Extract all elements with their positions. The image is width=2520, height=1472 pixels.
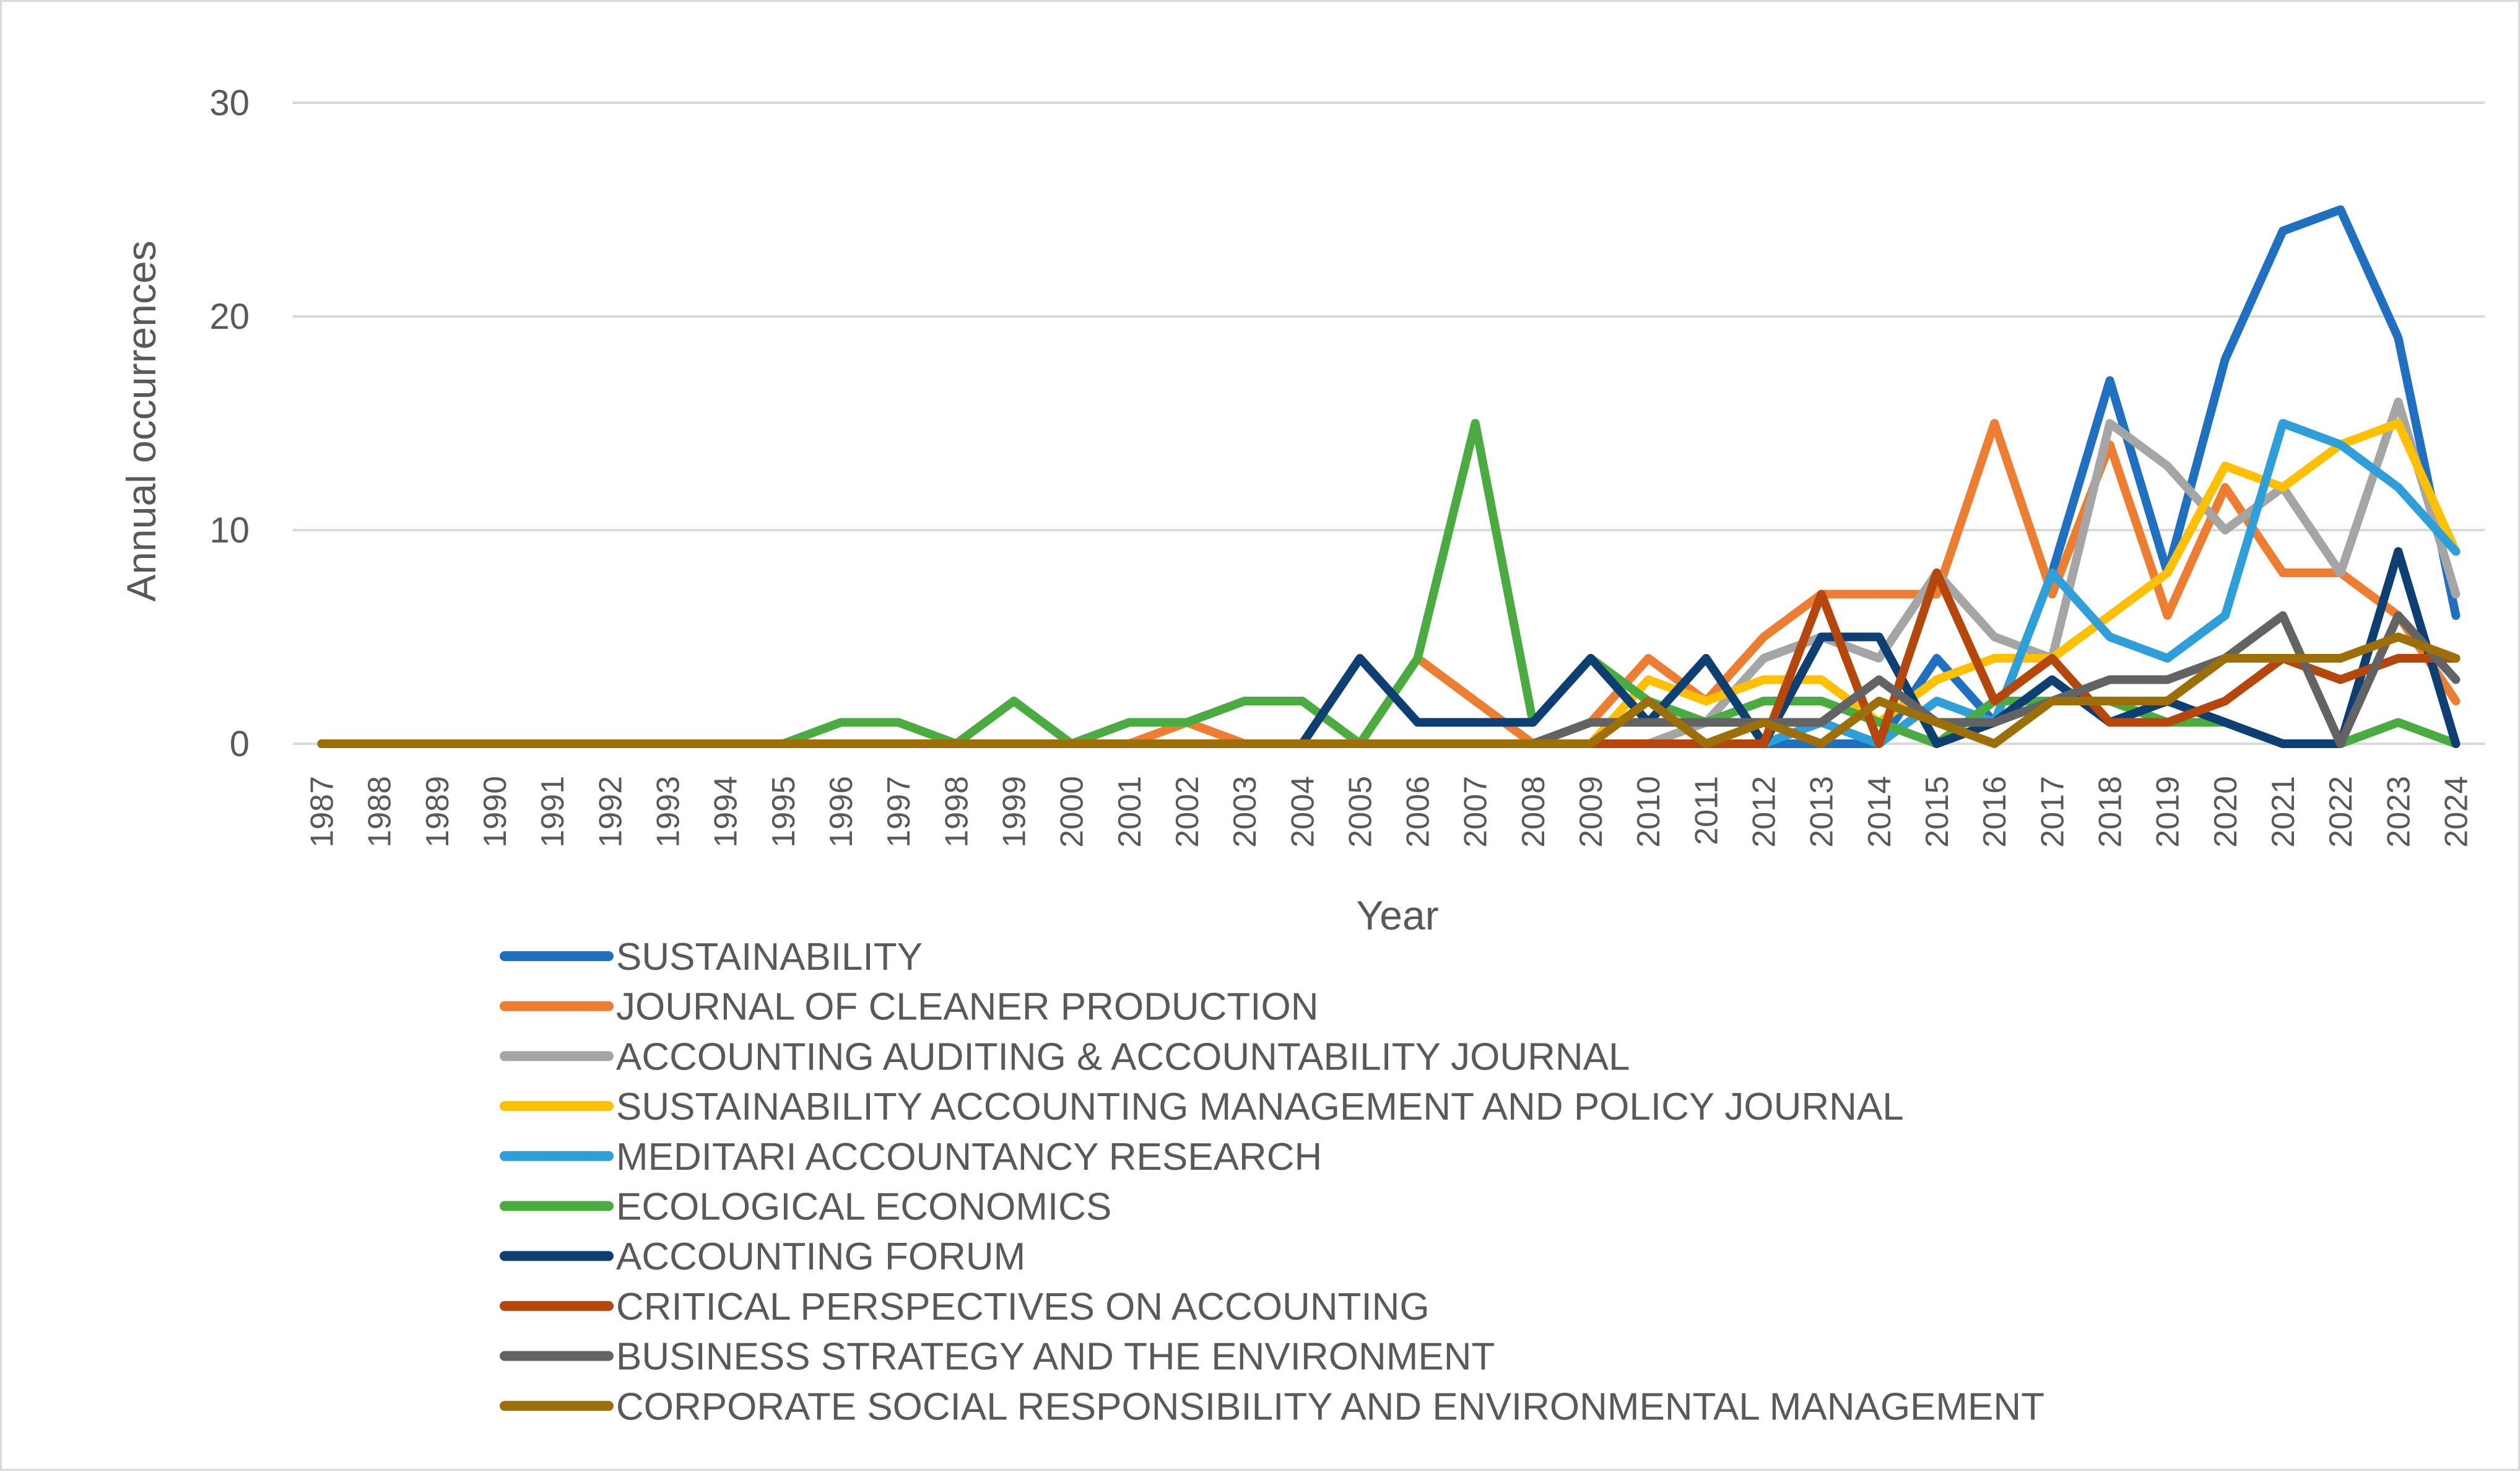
y-tick-label: 30: [209, 83, 250, 123]
x-tick-label: 2011: [1688, 776, 1724, 845]
x-tick-label: 2021: [2266, 776, 2301, 848]
x-tick-label: 2010: [1631, 776, 1667, 848]
x-tick-label: 2017: [2035, 776, 2070, 848]
x-tick-label: 1997: [881, 776, 917, 848]
y-tick-label: 20: [209, 297, 250, 337]
x-tick-label: 1989: [420, 776, 456, 848]
legend-item: SUSTAINABILITY: [500, 936, 923, 978]
x-tick-label: 2022: [2323, 776, 2359, 848]
x-tick-label: 2005: [1342, 776, 1378, 848]
x-tick-label: 2001: [1112, 776, 1148, 848]
y-axis-title: Annual occurrences: [118, 240, 164, 601]
x-tick-label: 2013: [1804, 776, 1840, 848]
x-axis-ticks: 1987 1988 1989 1990 1991 1992 1993 1994 1995 1996…: [305, 776, 2475, 848]
x-tick-label: 1988: [362, 776, 398, 848]
y-tick-label: 0: [230, 724, 250, 764]
legend-label: CRITICAL PERSPECTIVES ON ACCOUNTING: [616, 1286, 1430, 1328]
x-tick-label: 1998: [939, 776, 975, 848]
x-tick-label: 1992: [593, 776, 628, 848]
legend-item: ACCOUNTING FORUM: [500, 1235, 1025, 1278]
x-tick-label: 1999: [996, 776, 1032, 848]
legend-item: JOURNAL OF CLEANER PRODUCTION: [500, 986, 1319, 1029]
x-tick-label: 1993: [651, 776, 687, 848]
x-tick-label: 1990: [477, 776, 513, 848]
legend-item: SUSTAINABILITY ACCOUNTING MANAGEMENT AND…: [500, 1086, 1904, 1128]
legend-item: MEDITARI ACCOUNTANCY RESEARCH: [500, 1136, 1322, 1178]
x-tick-label: 2000: [1054, 776, 1090, 848]
x-tick-label: 1995: [766, 776, 802, 848]
legend-label: SUSTAINABILITY ACCOUNTING MANAGEMENT AND…: [616, 1086, 1904, 1128]
x-tick-label: 2023: [2381, 776, 2417, 848]
legend-label: CORPORATE SOCIAL RESPONSIBILITY AND ENVI…: [616, 1385, 2044, 1428]
y-axis-ticks: 0 10 20 30: [209, 83, 250, 764]
x-tick-label: 2006: [1401, 776, 1436, 848]
legend-label: ECOLOGICAL ECONOMICS: [616, 1186, 1111, 1229]
series-line-10: [317, 632, 2461, 748]
x-tick-label: 2012: [1747, 776, 1783, 848]
legend-label: ACCOUNTING AUDITING & ACCOUNTABILITY JOU…: [616, 1035, 1630, 1078]
legend-label: SUSTAINABILITY: [616, 936, 923, 978]
legend-item: CRITICAL PERSPECTIVES ON ACCOUNTING: [500, 1286, 1430, 1328]
x-tick-label: 2007: [1458, 776, 1494, 848]
legend: SUSTAINABILITY JOURNAL OF CLEANER PRODUCT…: [500, 936, 2044, 1428]
x-tick-label: 1994: [708, 776, 744, 848]
x-tick-label: 2019: [2150, 776, 2186, 848]
x-tick-label: 2008: [1516, 776, 1552, 848]
x-tick-label: 1991: [535, 776, 571, 848]
x-tick-label: 1987: [305, 776, 341, 848]
legend-label: BUSINESS STRATEGY AND THE ENVIRONMENT: [616, 1336, 1495, 1378]
legend-item: ECOLOGICAL ECONOMICS: [500, 1186, 1111, 1229]
legend-item: BUSINESS STRATEGY AND THE ENVIRONMENT: [500, 1336, 1495, 1378]
x-tick-label: 2020: [2208, 776, 2244, 848]
x-tick-label: 1996: [823, 776, 859, 848]
legend-label: ACCOUNTING FORUM: [616, 1235, 1025, 1278]
legend-label: JOURNAL OF CLEANER PRODUCTION: [616, 986, 1319, 1029]
x-axis-title: Year: [1356, 892, 1438, 938]
x-tick-label: 2004: [1285, 776, 1321, 848]
series-lines: [317, 205, 2461, 748]
x-tick-label: 2018: [2092, 776, 2128, 848]
x-tick-label: 2003: [1227, 776, 1263, 848]
legend-item: CORPORATE SOCIAL RESPONSIBILITY AND ENVI…: [500, 1385, 2044, 1428]
x-tick-label: 2002: [1170, 776, 1206, 848]
x-tick-label: 2014: [1862, 776, 1898, 848]
x-tick-label: 2016: [1977, 776, 2013, 848]
x-tick-label: 2024: [2438, 776, 2474, 848]
x-tick-label: 2009: [1573, 776, 1609, 848]
x-tick-label: 2015: [1919, 776, 1955, 848]
y-tick-label: 10: [209, 510, 250, 551]
series-line-1: [317, 205, 2461, 748]
legend-label: MEDITARI ACCOUNTANCY RESEARCH: [616, 1136, 1322, 1178]
gridlines: [293, 102, 2485, 745]
legend-item: ACCOUNTING AUDITING & ACCOUNTABILITY JOU…: [500, 1035, 1630, 1078]
